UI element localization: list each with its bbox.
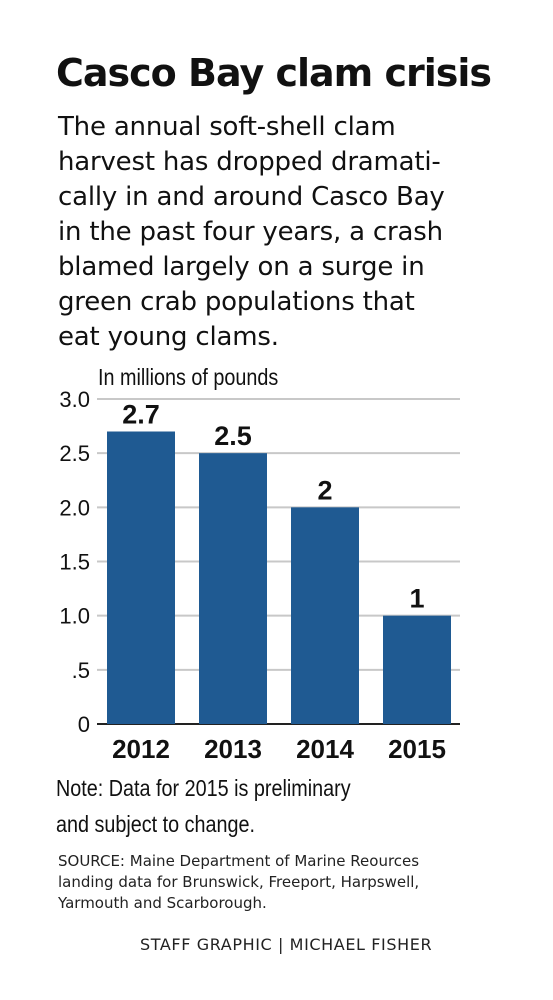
source-line: Yarmouth and Scarborough. xyxy=(58,894,267,912)
bar-chart: In millions of pounds 0 .5 1.0 1.5 2.0 2.5 3.0 2… xyxy=(59,365,460,764)
chart-note: Note: Data for 2015 is preliminary and s… xyxy=(56,770,460,842)
bar-value-label: 2.5 xyxy=(214,421,252,451)
y-tick-label: .5 xyxy=(72,658,90,683)
intro-line: The annual soft-shell clam xyxy=(58,112,396,142)
source-text: SOURCE: Maine Department of Marine Reour… xyxy=(58,851,528,914)
bar-value-label: 1 xyxy=(409,584,424,614)
intro-line: cally in and around Casco Bay xyxy=(58,182,445,212)
staff-credit: STAFF GRAPHIC | MICHAEL FISHER xyxy=(140,935,433,954)
y-tick-label: 1.5 xyxy=(59,550,90,575)
y-tick-label: 3.0 xyxy=(59,387,90,412)
source-line: SOURCE: Maine Department of Marine Reour… xyxy=(58,852,420,870)
y-tick-label: 2.5 xyxy=(59,441,90,466)
intro-line: eat young clams. xyxy=(58,322,279,352)
y-axis-label: In millions of pounds xyxy=(98,365,278,391)
note-line: and subject to change. xyxy=(56,811,256,837)
bar-value-label: 2 xyxy=(317,475,332,505)
x-tick-label: 2013 xyxy=(204,734,262,764)
y-tick-label: 0 xyxy=(78,712,90,737)
intro-text: The annual soft-shell clam harvest has d… xyxy=(58,110,528,355)
bar xyxy=(107,431,175,724)
intro-line: blamed largely on a surge in xyxy=(58,252,425,282)
y-tick-label: 2.0 xyxy=(59,495,90,520)
intro-line: harvest has dropped dramati- xyxy=(58,147,441,177)
intro-line: in the past four years, a crash xyxy=(58,217,443,247)
note-line: Note: Data for 2015 is preliminary xyxy=(56,775,351,801)
bar-value-label: 2.7 xyxy=(122,400,160,430)
bar xyxy=(199,453,267,724)
bar xyxy=(383,615,451,724)
y-tick-label: 1.0 xyxy=(59,604,90,629)
x-tick-label: 2014 xyxy=(296,734,354,764)
x-tick-label: 2012 xyxy=(112,734,170,764)
intro-line: green crab populations that xyxy=(58,287,415,317)
chart-title: Casco Bay clam crisis xyxy=(56,51,492,95)
bar xyxy=(291,507,359,724)
x-tick-label: 2015 xyxy=(388,734,446,764)
source-line: landing data for Brunswick, Freeport, Ha… xyxy=(58,873,420,891)
